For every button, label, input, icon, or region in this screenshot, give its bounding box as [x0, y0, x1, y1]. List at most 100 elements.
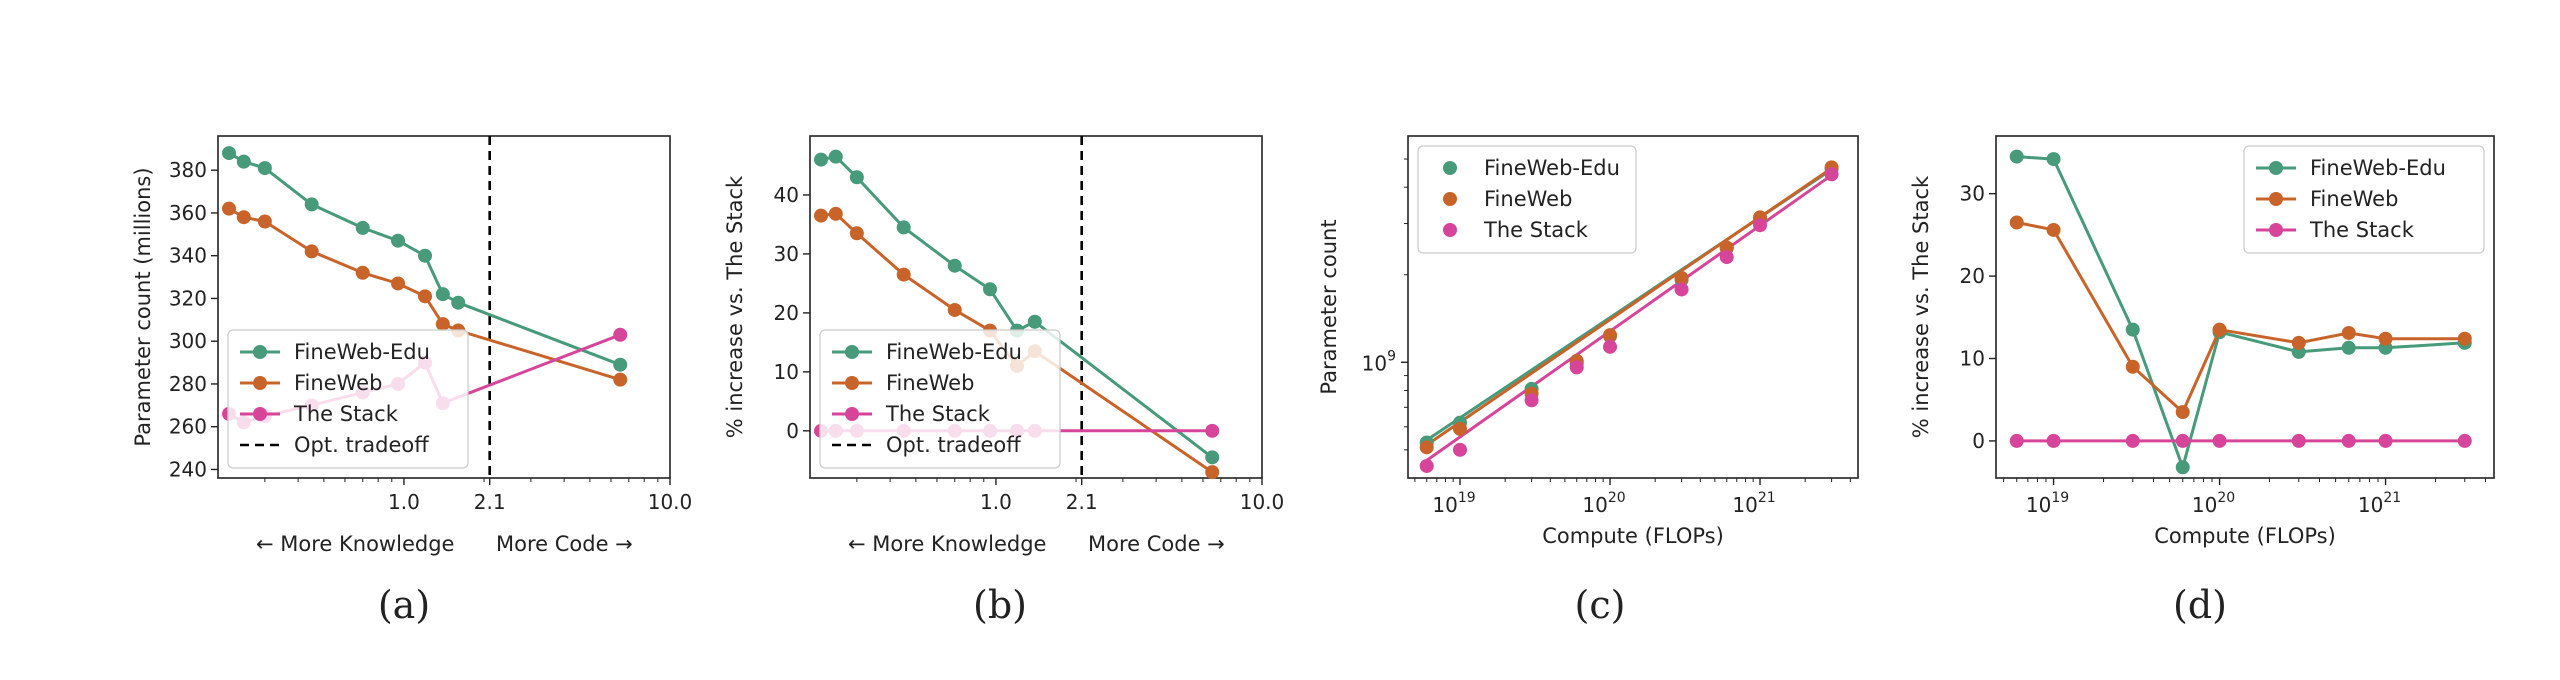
y-tick-label: 20	[1960, 264, 1985, 288]
y-tick-label: 0	[1972, 429, 1985, 453]
y-tick-label: 40	[774, 183, 799, 207]
data-point-edu	[814, 152, 829, 167]
x-axis-label-left: ← More Knowledge	[848, 532, 1046, 556]
x-tick-exp: 21	[1758, 490, 1776, 506]
legend-marker	[845, 345, 859, 359]
legend-entry-web: FineWeb	[2256, 187, 2398, 211]
data-point-web	[418, 289, 433, 304]
x-tick-exp: 20	[1608, 490, 1626, 506]
x-tick-exp: 20	[2217, 490, 2235, 506]
legend: FineWeb-Edu FineWeb The Stack Opt. tradeoff	[819, 329, 1061, 469]
x-tick-base: 10	[2026, 493, 2051, 517]
data-point-web	[1453, 421, 1468, 436]
x-tick-label: 2.1	[474, 490, 506, 514]
x-tick-label: 1.0	[388, 490, 420, 514]
x-tick-label: 1021	[1732, 490, 1775, 517]
x-tick-base: 10	[1432, 493, 1457, 517]
data-point-stack	[2341, 433, 2356, 448]
x-tick-label: 1020	[2192, 490, 2235, 517]
x-axis-label: Compute (FLOPs)	[2154, 524, 2336, 548]
data-point-edu	[1205, 450, 1220, 465]
data-point-stack	[2212, 433, 2227, 448]
data-point-web	[1603, 328, 1618, 343]
y-tick-label: 10	[774, 360, 799, 384]
x-tick-label: 1019	[2026, 490, 2069, 517]
legend: FineWeb-Edu FineWeb The Stack	[2243, 145, 2485, 254]
data-point-web	[1205, 465, 1220, 480]
legend: FineWeb-Edu FineWeb The Stack	[1417, 145, 1637, 254]
data-point-web	[2009, 215, 2024, 230]
data-point-web	[2212, 322, 2227, 337]
data-point-edu	[355, 220, 370, 235]
y-tick-label: 280	[169, 372, 207, 396]
data-point-edu	[983, 282, 998, 297]
data-point-stack	[1824, 167, 1839, 182]
data-point-edu	[304, 197, 319, 212]
y-tick-label: 320	[169, 286, 207, 310]
x-tick-label: 10.0	[648, 490, 693, 514]
y-tick-label: 10	[1960, 347, 1985, 371]
data-point-edu	[435, 287, 450, 302]
x-tick-label: 2.1	[1066, 490, 1098, 514]
legend-label: FineWeb-Edu	[294, 340, 430, 364]
legend-entry-web: FineWeb	[832, 371, 974, 395]
data-point-edu	[849, 170, 864, 185]
y-tick-label: 30	[774, 242, 799, 266]
y-tick-label: 20	[774, 301, 799, 325]
y-tick-label: 240	[169, 457, 207, 481]
x-tick-exp: 21	[2383, 490, 2401, 506]
y-tick-base: 10	[1362, 351, 1387, 375]
data-point-stack	[1524, 393, 1539, 408]
data-point-stack	[2125, 433, 2140, 448]
y-axis-label: Parameter count (millions)	[131, 167, 155, 446]
data-point-edu	[828, 149, 843, 164]
plot-frame	[1995, 135, 2495, 479]
data-point-edu	[896, 220, 911, 235]
legend-entry-web: FineWeb	[1443, 187, 1572, 211]
legend-marker	[2269, 223, 2283, 237]
legend-entry-edu: FineWeb-Edu	[1443, 156, 1620, 180]
data-point-stack	[613, 327, 628, 342]
data-point-edu	[257, 161, 272, 176]
legend-entry-web: FineWeb	[240, 371, 382, 395]
legend-marker	[845, 407, 859, 421]
data-point-web	[435, 317, 450, 332]
data-point-web	[257, 214, 272, 229]
legend-label: The Stack	[1483, 218, 1589, 242]
x-tick-label: 1021	[2358, 490, 2401, 517]
data-point-edu	[613, 357, 628, 372]
legend-box	[1417, 145, 1637, 254]
legend-entry-stack: The Stack	[832, 402, 991, 426]
legend-entry-edu: FineWeb-Edu	[2256, 156, 2446, 180]
legend-marker	[2269, 161, 2283, 175]
x-axis-label-right: More Code →	[1088, 532, 1225, 556]
data-point-web	[1674, 270, 1689, 285]
x-tick-label: 1.0	[980, 490, 1012, 514]
data-point-edu	[2341, 340, 2356, 355]
data-point-edu	[2125, 322, 2140, 337]
legend-label: FineWeb	[1484, 187, 1572, 211]
chart-caption: (c)	[1575, 583, 1626, 627]
legend-label: FineWeb-Edu	[1484, 156, 1620, 180]
y-tick-exp: 9	[1387, 348, 1396, 364]
plot-frame	[217, 135, 671, 479]
data-point-stack	[1674, 282, 1689, 297]
plot-frame	[809, 135, 1263, 479]
legend-box	[227, 329, 469, 469]
x-tick-label: 10.0	[1240, 490, 1285, 514]
data-point-stack	[2378, 433, 2393, 448]
data-point-stack	[2009, 433, 2024, 448]
legend: FineWeb-Edu FineWeb The Stack Opt. tradeoff	[227, 329, 469, 469]
data-point-web	[1419, 440, 1434, 455]
legend-entry-tradeoff: Opt. tradeoff	[832, 433, 1021, 457]
legend-label: The Stack	[293, 402, 399, 426]
y-axis-label: Parameter count	[1317, 219, 1341, 394]
data-point-edu	[391, 233, 406, 248]
data-point-stack	[1205, 423, 1220, 438]
legend-entry-stack: The Stack	[2256, 218, 2415, 242]
data-point-web	[222, 201, 237, 216]
data-point-web	[355, 265, 370, 280]
x-axis-label: Compute (FLOPs)	[1542, 524, 1724, 548]
legend-label: FineWeb	[886, 371, 974, 395]
